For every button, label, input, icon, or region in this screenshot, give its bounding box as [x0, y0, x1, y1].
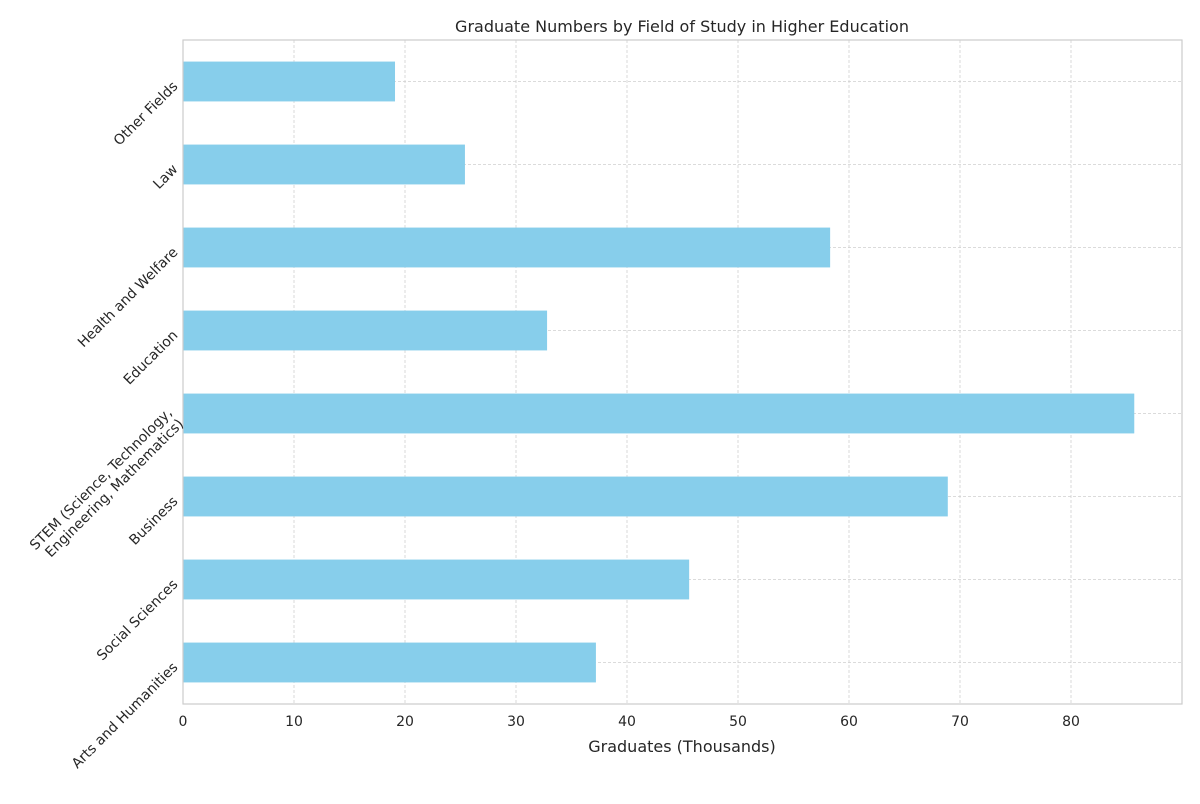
x-tick-label: 60	[840, 714, 858, 730]
bar	[183, 61, 396, 102]
bar	[183, 393, 1135, 434]
bar	[183, 227, 831, 268]
x-tick-label: 20	[396, 714, 414, 730]
x-tick-label: 40	[618, 714, 636, 730]
y-tick-label: Arts and Humanities	[69, 660, 181, 772]
plot-frame	[182, 39, 1183, 705]
x-tick-label: 50	[729, 714, 747, 730]
y-tick-label: STEM (Science, Technology,Engineering, M…	[27, 405, 187, 565]
bar	[183, 476, 948, 517]
chart-title: Graduate Numbers by Field of Study in Hi…	[455, 17, 909, 36]
y-tick-label: Education	[121, 328, 182, 389]
bars-layer	[183, 61, 1135, 683]
x-tick-label: 80	[1062, 714, 1080, 730]
x-tick-label: 30	[507, 714, 525, 730]
bar	[183, 559, 690, 600]
x-tick-label: 0	[179, 714, 188, 730]
x-tick-label: 70	[951, 714, 969, 730]
y-tick-label: Other Fields	[111, 79, 182, 150]
x-axis-label: Graduates (Thousands)	[588, 737, 776, 756]
bar	[183, 144, 465, 185]
y-tick-label: Law	[150, 162, 181, 193]
bar	[183, 310, 548, 351]
bar	[183, 642, 596, 683]
y-tick-label: Business	[126, 494, 181, 549]
grid-layer	[182, 40, 1182, 704]
x-tick-labels: 0 10 20 30 40 50 60 70 80	[179, 714, 1080, 730]
x-tick-label: 10	[285, 714, 303, 730]
y-tick-label: Social Sciences	[94, 577, 181, 664]
